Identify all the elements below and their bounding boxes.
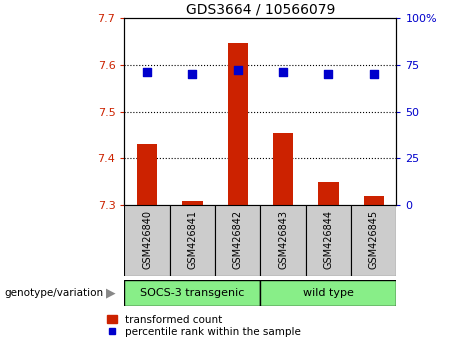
- Point: [189, 71, 196, 77]
- Title: GDS3664 / 10566079: GDS3664 / 10566079: [186, 2, 335, 17]
- Legend: transformed count, percentile rank within the sample: transformed count, percentile rank withi…: [106, 315, 301, 337]
- Bar: [351, 205, 396, 276]
- Text: GSM426841: GSM426841: [188, 210, 197, 269]
- Text: wild type: wild type: [303, 288, 354, 298]
- Text: genotype/variation: genotype/variation: [5, 288, 104, 298]
- Text: GSM426840: GSM426840: [142, 210, 152, 269]
- Bar: [260, 205, 306, 276]
- Bar: [215, 205, 260, 276]
- Bar: [182, 201, 203, 205]
- Bar: [124, 205, 170, 276]
- Bar: [273, 133, 293, 205]
- Text: GSM426845: GSM426845: [369, 210, 379, 269]
- Bar: [228, 44, 248, 205]
- Point: [325, 71, 332, 77]
- Point: [279, 69, 287, 75]
- Bar: [260, 280, 396, 306]
- Text: GSM426844: GSM426844: [324, 210, 333, 269]
- Bar: [306, 205, 351, 276]
- Point: [234, 67, 242, 73]
- Bar: [364, 196, 384, 205]
- Text: GSM426843: GSM426843: [278, 210, 288, 269]
- Bar: [170, 205, 215, 276]
- Text: SOCS-3 transgenic: SOCS-3 transgenic: [140, 288, 245, 298]
- Bar: [124, 280, 260, 306]
- Bar: [318, 182, 339, 205]
- Bar: [137, 144, 157, 205]
- Text: GSM426842: GSM426842: [233, 210, 243, 269]
- Text: ▶: ▶: [106, 286, 115, 299]
- Point: [143, 69, 151, 75]
- Point: [370, 71, 378, 77]
